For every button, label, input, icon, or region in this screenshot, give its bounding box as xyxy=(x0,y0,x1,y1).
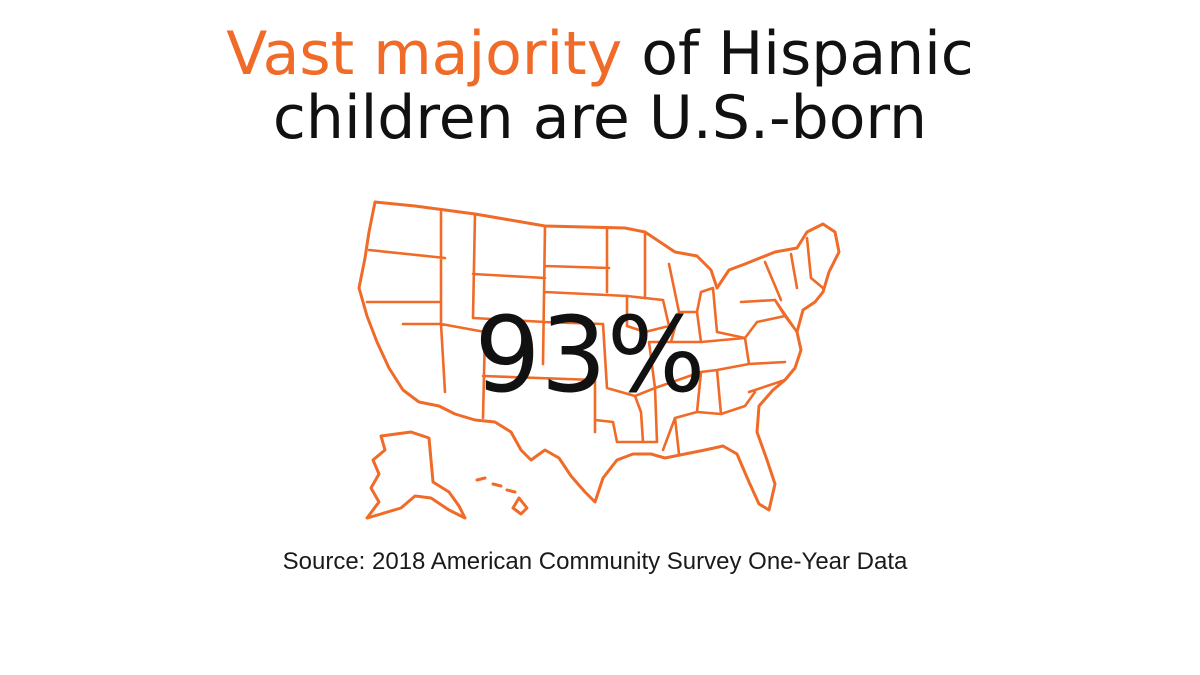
headline-accent: Vast majority xyxy=(226,19,623,89)
alaska-outline xyxy=(365,430,467,520)
source-note: Source: 2018 American Community Survey O… xyxy=(282,548,908,575)
contiguous-us-outline xyxy=(357,200,841,512)
us-map-outline-icon xyxy=(345,192,855,522)
headline: Vast majority of Hispanic children are U… xyxy=(0,22,1200,150)
stat-value: 93% xyxy=(474,294,706,416)
headline-line-2: children are U.S.-born xyxy=(272,83,928,153)
headline-rest: of Hispanic xyxy=(622,19,974,89)
state-borders xyxy=(365,210,825,456)
hawaii-outline xyxy=(475,476,529,516)
headline-line-1: Vast majority of Hispanic xyxy=(0,22,1200,86)
